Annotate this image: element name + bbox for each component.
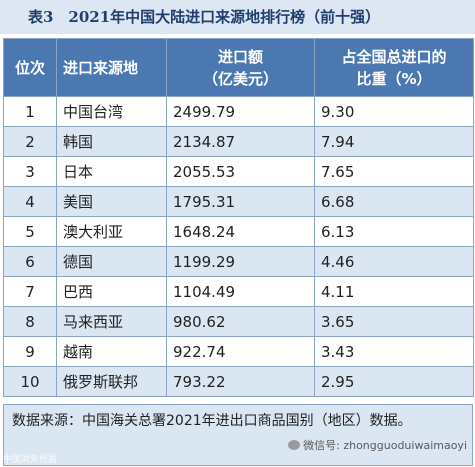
rank-cell: 6 [3, 246, 57, 277]
import-ranking-table: 位次 进口来源地 进口额 （亿美元） 占全国总进口的 比重（%） 1 中国台湾 24… [3, 38, 474, 397]
table-row: 7 巴西 1104.49 4.11 [3, 276, 474, 307]
header-amount: 进口额 （亿美元） [166, 38, 315, 97]
source-cell: 美国 [56, 186, 167, 217]
table-body: 1 中国台湾 2499.79 9.30 2 韩国 2134.87 7.94 3 日本 2055.53… [3, 96, 474, 397]
share-cell: 2.95 [314, 366, 474, 397]
share-cell: 3.43 [314, 336, 474, 367]
source-cell: 德国 [56, 246, 167, 277]
share-cell: 3.65 [314, 306, 474, 337]
source-cell: 俄罗斯联邦 [56, 366, 167, 397]
amount-cell: 2499.79 [166, 96, 315, 127]
amount-cell: 793.22 [166, 366, 315, 397]
source-cell: 日本 [56, 156, 167, 187]
wechat-icon [288, 440, 301, 450]
rank-cell: 9 [3, 336, 57, 367]
amount-cell: 1104.49 [166, 276, 315, 307]
rank-cell: 10 [3, 366, 57, 397]
amount-cell: 922.74 [166, 336, 315, 367]
table-title: 表3 2021年中国大陆进口来源地排行榜（前十强） [0, 0, 475, 34]
amount-cell: 980.62 [166, 306, 315, 337]
amount-cell: 2055.53 [166, 156, 315, 187]
share-cell: 6.13 [314, 216, 474, 247]
source-cell: 越南 [56, 336, 167, 367]
header-row: 位次 进口来源地 进口额 （亿美元） 占全国总进口的 比重（%） [3, 38, 474, 97]
table-row: 5 澳大利亚 1648.24 6.13 [3, 216, 474, 247]
rank-cell: 5 [3, 216, 57, 247]
share-cell: 4.46 [314, 246, 474, 277]
amount-cell: 1199.29 [166, 246, 315, 277]
source-cell: 韩国 [56, 126, 167, 157]
source-cell: 巴西 [56, 276, 167, 307]
table-row: 10 俄罗斯联邦 793.22 2.95 [3, 366, 474, 397]
source-cell: 澳大利亚 [56, 216, 167, 247]
rank-cell: 8 [3, 306, 57, 337]
rank-cell: 4 [3, 186, 57, 217]
rank-cell: 1 [3, 96, 57, 127]
share-cell: 4.11 [314, 276, 474, 307]
header-source: 进口来源地 [56, 38, 167, 97]
share-cell: 7.65 [314, 156, 474, 187]
amount-cell: 1648.24 [166, 216, 315, 247]
source-note: 数据来源：中国海关总署2021年进出口商品国别（地区）数据。 [3, 404, 473, 466]
share-cell: 9.30 [314, 96, 474, 127]
table-row: 8 马来西亚 980.62 3.65 [3, 306, 474, 337]
rank-cell: 3 [3, 156, 57, 187]
source-cell: 马来西亚 [56, 306, 167, 337]
corner-watermark: 中国对外贸易 [3, 455, 58, 465]
table-row: 1 中国台湾 2499.79 9.30 [3, 96, 474, 127]
table-row: 6 德国 1199.29 4.46 [3, 246, 474, 277]
table-row: 9 越南 922.74 3.43 [3, 336, 474, 367]
header-share-line2: 比重（%） [356, 69, 432, 88]
table-row: 3 日本 2055.53 7.65 [3, 156, 474, 187]
header-rank: 位次 [3, 38, 57, 97]
wechat-watermark: 微信号: zhongguoduiwaimaoyi [288, 437, 467, 453]
amount-cell: 2134.87 [166, 126, 315, 157]
wechat-watermark-text: 微信号: zhongguoduiwaimaoyi [303, 439, 467, 452]
header-amount-line1: 进口额 [217, 47, 263, 66]
rank-cell: 7 [3, 276, 57, 307]
table-row: 4 美国 1795.31 6.68 [3, 186, 474, 217]
rank-cell: 2 [3, 126, 57, 157]
amount-cell: 1795.31 [166, 186, 315, 217]
share-cell: 7.94 [314, 126, 474, 157]
header-share: 占全国总进口的 比重（%） [314, 38, 474, 97]
header-share-line1: 占全国总进口的 [341, 47, 447, 66]
header-amount-line2: （亿美元） [202, 69, 278, 88]
source-cell: 中国台湾 [56, 96, 167, 127]
table-row: 2 韩国 2134.87 7.94 [3, 126, 474, 157]
share-cell: 6.68 [314, 186, 474, 217]
